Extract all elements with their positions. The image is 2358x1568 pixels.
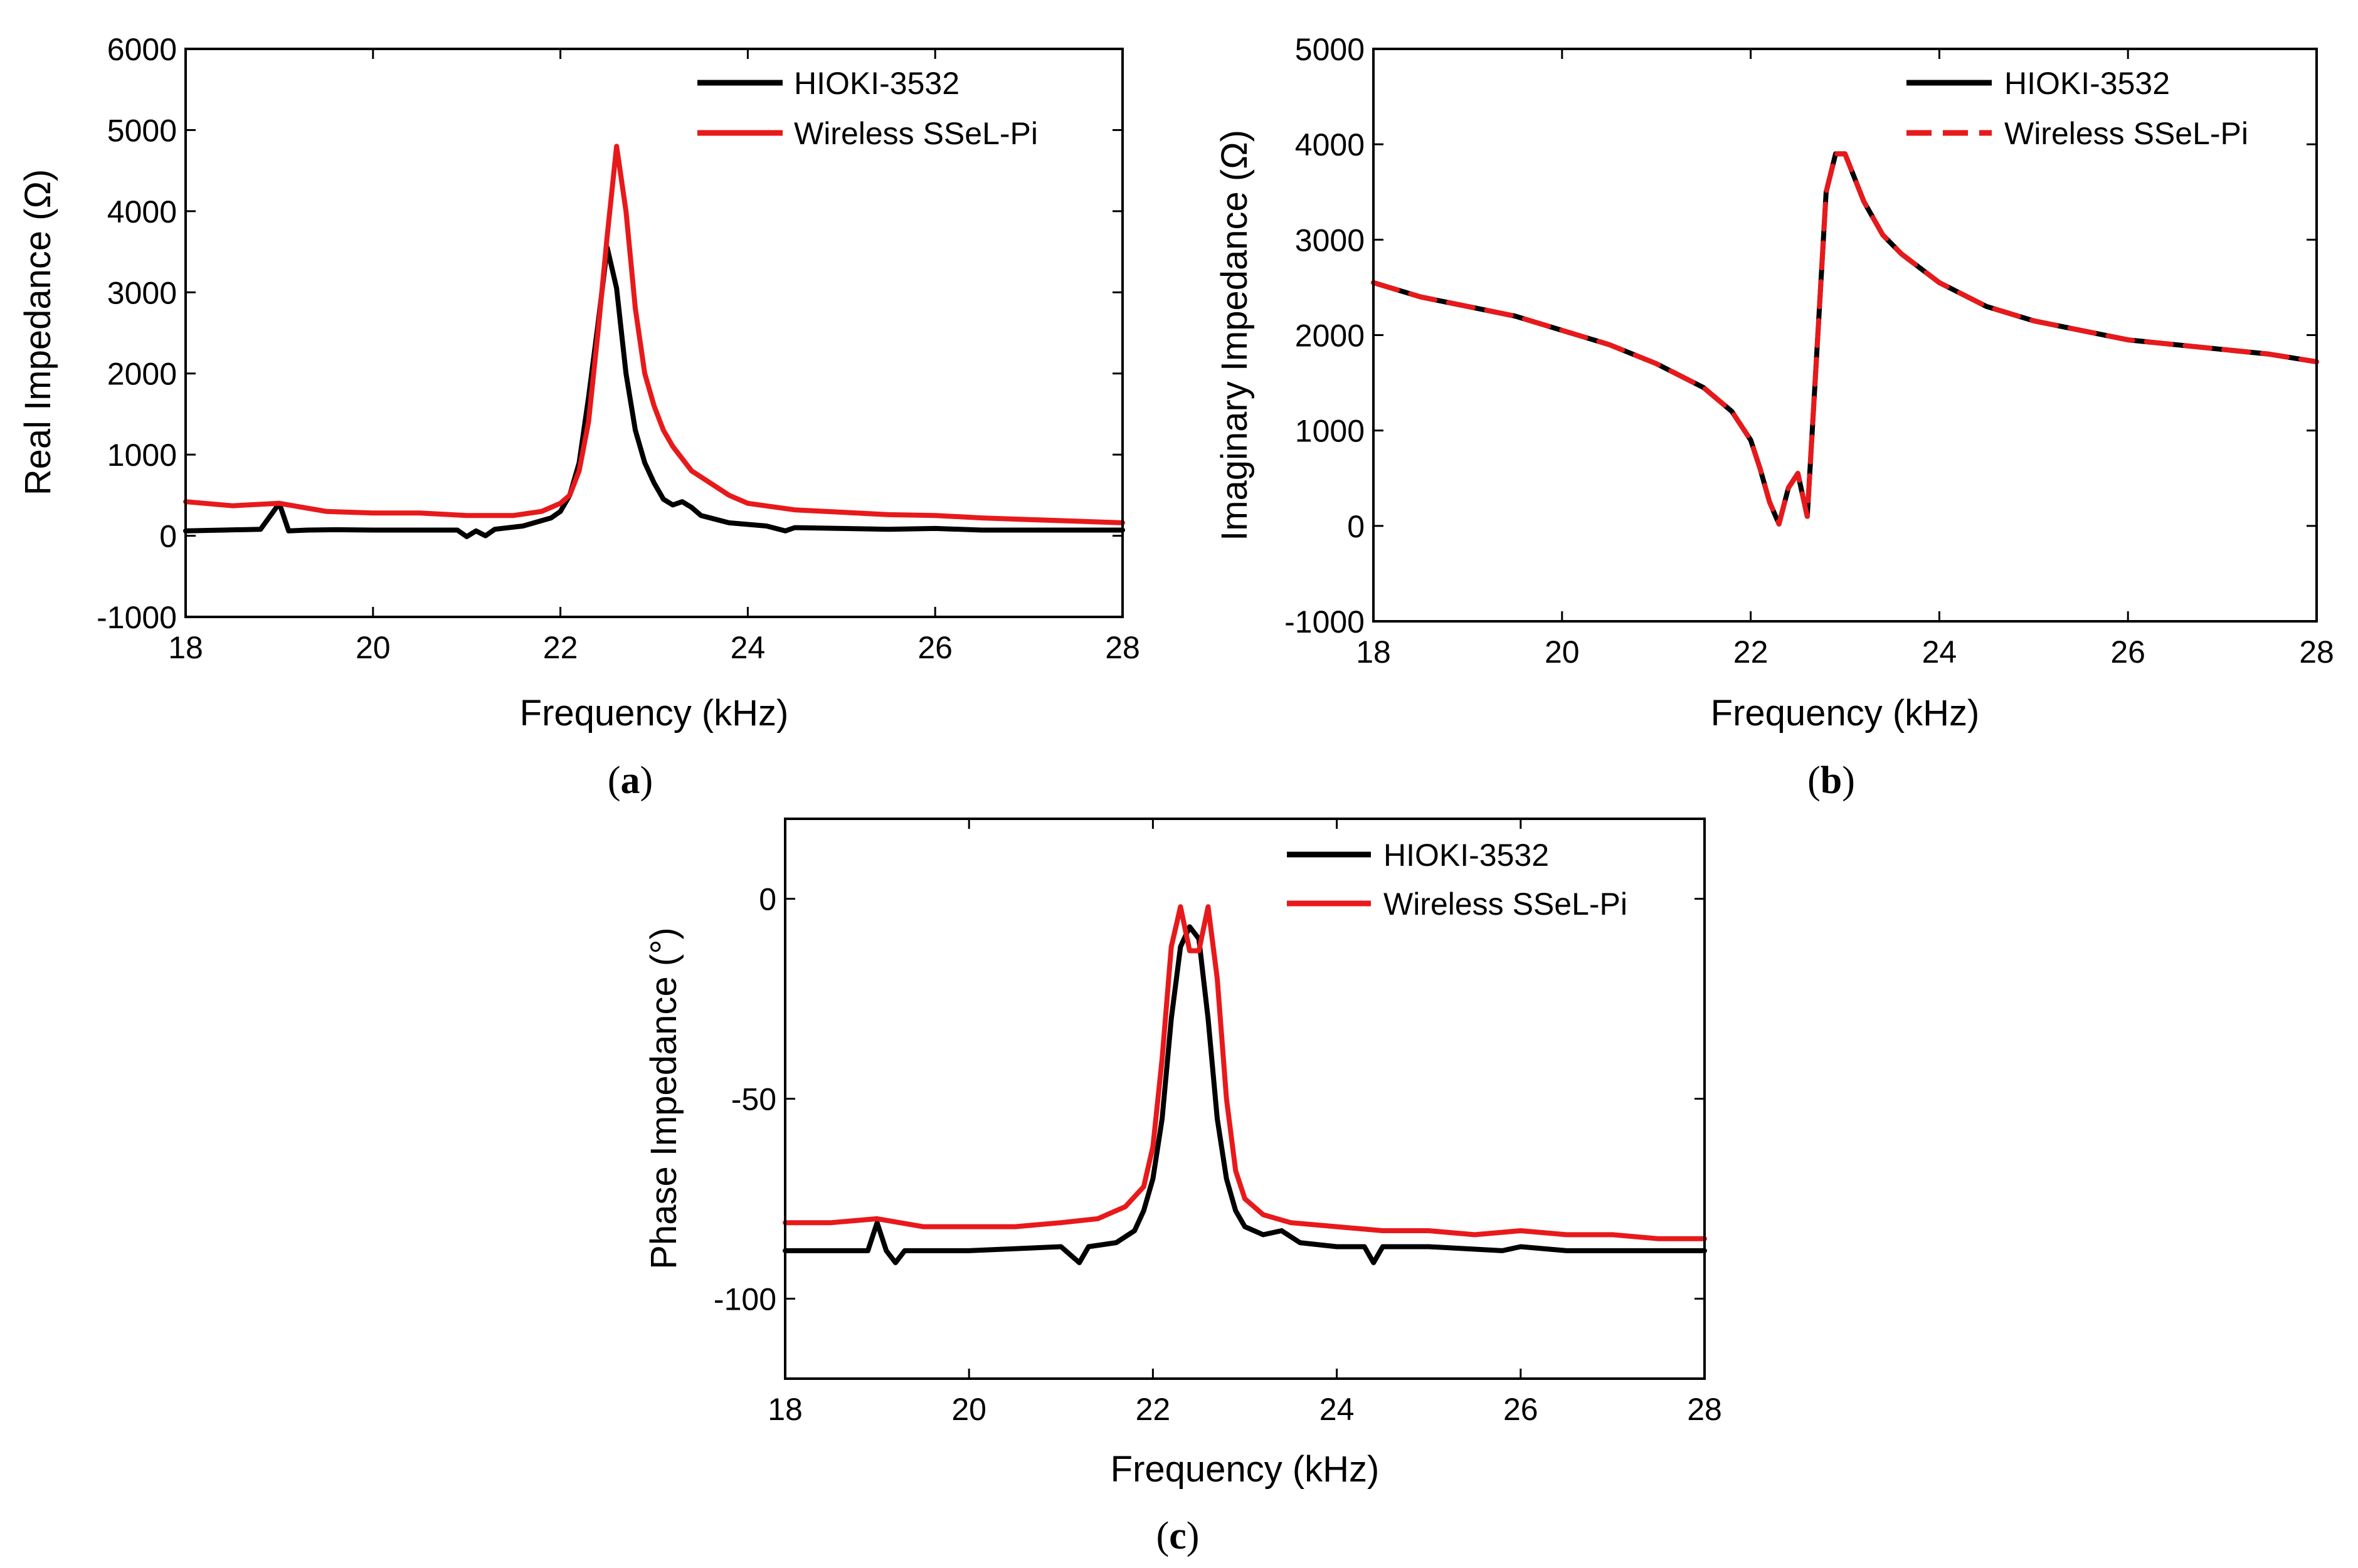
panel-b-legend-label-sselpi: Wireless SSeL-Pi bbox=[2004, 116, 2248, 151]
chart-panel-b: 18 20 22 24 26 28 -1000010002000300040005000 … bbox=[1214, 32, 2334, 802]
panel-b-y-tick-label: 4000 bbox=[1295, 127, 1365, 162]
panel-b-y-tick-label: 0 bbox=[1347, 509, 1365, 544]
panel-b-x-tick-label: 18 bbox=[1356, 634, 1391, 670]
panel-a-caption: (a) bbox=[608, 759, 653, 802]
panel-a-y-tick-label: 4000 bbox=[107, 194, 177, 229]
panel-c-legend: HIOKI-3532 Wireless SSeL-Pi bbox=[1287, 838, 1627, 922]
chart-panel-c: 18 20 22 24 26 28 -100 -50 0 Frequency (kHz) Ph… bbox=[643, 818, 1722, 1557]
panel-c-caption-letter: c bbox=[1169, 1515, 1187, 1557]
panel-a-x-tick-label: 22 bbox=[543, 630, 578, 665]
panel-a-legend: HIOKI-3532 Wireless SSeL-Pi bbox=[697, 66, 1038, 151]
panel-c-series-hioki-line bbox=[783, 924, 1707, 1265]
panel-a-y-tick-label: 1000 bbox=[107, 438, 177, 473]
panel-c-y-tick-label: -100 bbox=[714, 1281, 776, 1317]
panel-c-x-ticks: 18 20 22 24 26 28 bbox=[768, 819, 1722, 1427]
panel-c-y-tick-label: 0 bbox=[759, 882, 776, 917]
panel-c-x-axis-label: Frequency (kHz) bbox=[1111, 1449, 1380, 1490]
panel-a-y-tick-label: 5000 bbox=[107, 113, 177, 148]
panel-a-legend-label-hioki: HIOKI-3532 bbox=[794, 66, 960, 101]
panel-a-series-sselpi-line bbox=[183, 144, 1125, 525]
panel-b-x-tick-label: 24 bbox=[1922, 634, 1957, 670]
panel-a-y-ticks: -1000 0 1000 2000 3000 4000 5000 6000 bbox=[97, 32, 1123, 635]
panel-a-x-tick-label: 20 bbox=[356, 630, 391, 665]
panel-c-x-tick-label: 24 bbox=[1319, 1392, 1355, 1427]
panel-a-legend-label-sselpi: Wireless SSeL-Pi bbox=[794, 116, 1038, 151]
panel-b-x-tick-label: 28 bbox=[2299, 634, 2334, 670]
panel-c-legend-label-hioki: HIOKI-3532 bbox=[1383, 838, 1549, 873]
panel-c-series-sselpi-line bbox=[783, 904, 1707, 1241]
panel-a-y-tick-label: 3000 bbox=[107, 275, 177, 310]
panel-a-y-tick-label: -1000 bbox=[97, 600, 177, 635]
panel-c-x-tick-label: 20 bbox=[951, 1392, 986, 1427]
panel-a-caption-letter: a bbox=[621, 759, 640, 802]
panel-b-x-tick-label: 26 bbox=[2110, 634, 2145, 670]
panel-b-y-axis-label: Imaginary Impedance (Ω) bbox=[1214, 130, 1255, 541]
panel-b-x-tick-label: 20 bbox=[1545, 634, 1580, 670]
panel-a-y-tick-label: 2000 bbox=[107, 357, 177, 392]
panel-a-x-tick-label: 24 bbox=[731, 630, 766, 665]
panel-c-y-tick-label: -50 bbox=[731, 1082, 776, 1117]
panel-c-x-tick-label: 28 bbox=[1687, 1392, 1722, 1427]
panel-c-x-tick-label: 22 bbox=[1136, 1392, 1171, 1427]
panel-c-x-tick-label: 18 bbox=[768, 1392, 803, 1427]
panel-a-x-ticks: 18 20 22 24 26 28 bbox=[168, 49, 1140, 665]
panel-c-y-ticks: -100 -50 0 bbox=[714, 882, 1705, 1317]
panel-a-series bbox=[183, 144, 1125, 539]
panel-b-series bbox=[1371, 151, 2319, 527]
panel-c-legend-label-sselpi: Wireless SSeL-Pi bbox=[1383, 887, 1627, 922]
panel-a-x-tick-label: 18 bbox=[168, 630, 203, 665]
panel-b-caption-letter: b bbox=[1821, 759, 1842, 802]
panel-b-x-axis-label: Frequency (kHz) bbox=[1711, 693, 1980, 734]
panel-b-legend: HIOKI-3532 Wireless SSeL-Pi bbox=[1906, 66, 2248, 151]
chart-panel-a: 18 20 22 24 26 28 -1000 0 1000 2000 3000 4000 5000 6… bbox=[18, 32, 1140, 802]
panel-b-y-tick-label: 2000 bbox=[1295, 318, 1365, 354]
panel-c-series bbox=[783, 904, 1707, 1265]
panel-a-x-tick-label: 26 bbox=[917, 630, 953, 665]
panel-c-x-tick-label: 26 bbox=[1503, 1392, 1538, 1427]
panel-b-y-tick-label: 3000 bbox=[1295, 223, 1365, 258]
panel-b-y-tick-label: 1000 bbox=[1295, 414, 1365, 449]
panel-c-y-axis-label: Phase Impedance (°) bbox=[643, 927, 684, 1269]
panel-a-y-tick-label: 6000 bbox=[107, 32, 177, 67]
panel-b-x-ticks: 18 20 22 24 26 28 bbox=[1356, 49, 2334, 670]
panel-b-y-tick-label: -1000 bbox=[1284, 604, 1365, 639]
panel-b-y-ticks: -1000 0 1000 2000 3000 4000 5000 bbox=[1284, 32, 2317, 639]
panel-b-caption: (b) bbox=[1807, 759, 1855, 802]
panel-a-y-axis-label: Real Impedance (Ω) bbox=[18, 169, 58, 495]
panel-b-series-sselpi-line bbox=[1371, 151, 2319, 527]
panel-a-x-tick-label: 28 bbox=[1105, 630, 1140, 665]
panel-b-y-tick-label: 5000 bbox=[1295, 32, 1365, 67]
panel-a-plot-frame bbox=[184, 48, 1124, 618]
panel-a-y-tick-label: 0 bbox=[159, 519, 177, 554]
panel-b-legend-label-hioki: HIOKI-3532 bbox=[2004, 66, 2170, 101]
panel-b-x-tick-label: 22 bbox=[1733, 634, 1768, 670]
panel-a-x-axis-label: Frequency (kHz) bbox=[520, 693, 789, 734]
panel-c-caption: (c) bbox=[1156, 1515, 1200, 1557]
